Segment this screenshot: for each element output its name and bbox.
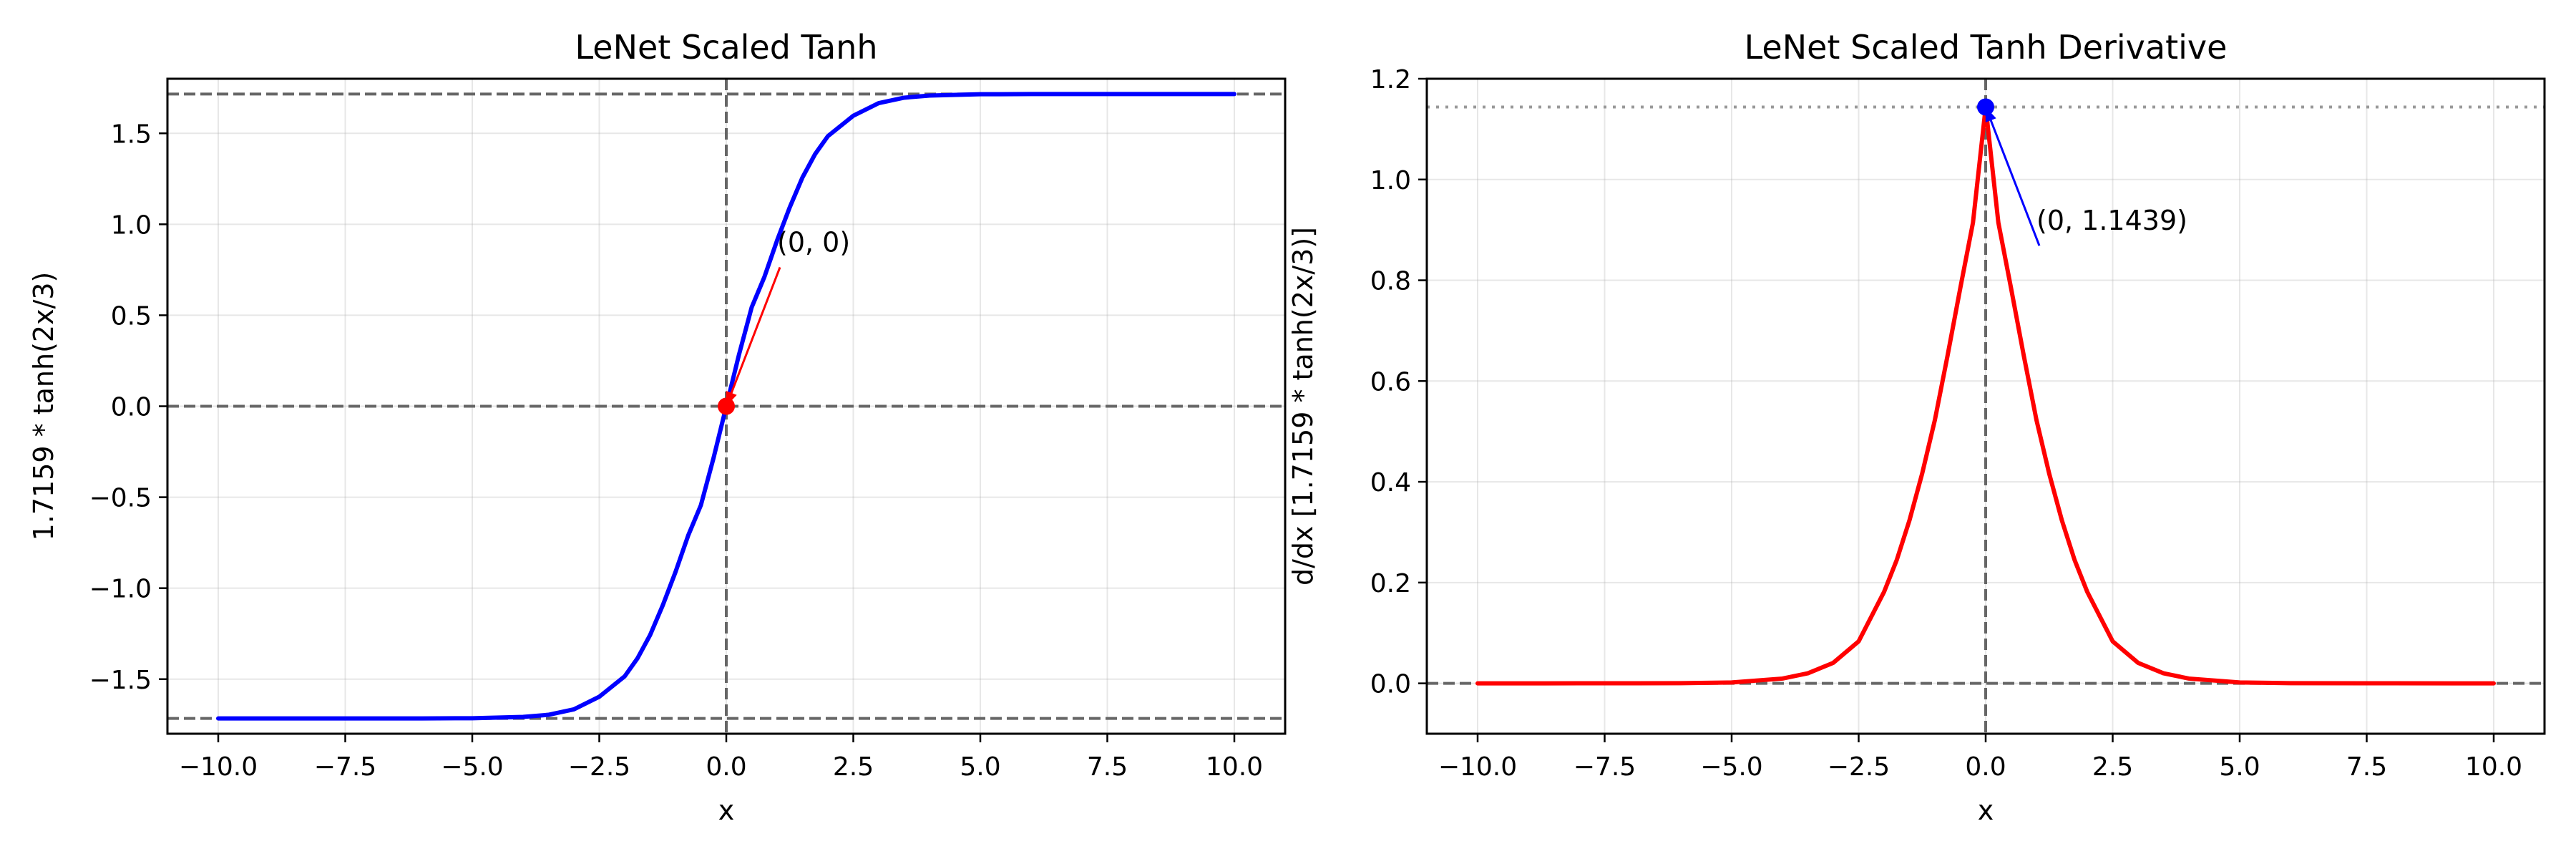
x-tick-label: 0.0 [706, 752, 746, 782]
y-tick-label: 0.5 [111, 301, 152, 331]
y-tick-label: 0.0 [111, 393, 152, 422]
highlight-marker [718, 397, 735, 415]
y-axis-label: 1.7159 * tanh(2x/3) [28, 272, 59, 541]
chart-title: LeNet Scaled Tanh [575, 28, 877, 67]
y-tick-label: −1.5 [89, 666, 152, 695]
x-tick-label: −5.0 [441, 752, 503, 782]
x-tick-label: −2.5 [568, 752, 630, 782]
x-tick-label: 2.5 [833, 752, 874, 782]
y-tick-label: 0.8 [1370, 267, 1411, 296]
highlight-marker [1977, 98, 1994, 116]
chart-panel-2: (0, 1.1439) −10.0 −7.5 −5.0 −2.5 0.0 2.5 5.0 7.5… [1287, 28, 2546, 826]
x-axis-label: x [1978, 795, 1994, 826]
chart-panel-1: (0, 0) −10.0 −7.5 −5.0 −2.5 0.0 2.5 5.0 7.5 10.0 −… [28, 28, 1287, 826]
chart-title: LeNet Scaled Tanh Derivative [1745, 28, 2228, 67]
x-tick-label: 10.0 [2465, 752, 2522, 782]
y-tick-label: 0.4 [1370, 468, 1411, 498]
x-tick-label: 7.5 [1087, 752, 1128, 782]
x-tick-label: 5.0 [2219, 752, 2260, 782]
annotation-arrow [725, 266, 781, 407]
y-tick-label: 0.0 [1370, 670, 1411, 699]
x-tick-label: −2.5 [1828, 752, 1890, 782]
annotation-arrow [1984, 106, 2041, 246]
x-tick-label: 10.0 [1206, 752, 1263, 782]
annotation-label: (0, 0) [777, 226, 850, 258]
x-tick-label: 0.0 [1965, 752, 2006, 782]
x-tick-label: 5.0 [960, 752, 1000, 782]
y-tick-label: 1.0 [111, 210, 152, 240]
y-tick-label: 1.5 [111, 120, 152, 149]
y-tick-label: 0.6 [1370, 367, 1411, 397]
x-tick-label: 2.5 [2092, 752, 2133, 782]
x-tick-label: −10.0 [1438, 752, 1517, 782]
y-tick-label: −1.0 [89, 575, 152, 604]
x-tick-label: −10.0 [179, 752, 258, 782]
x-tick-label: −7.5 [314, 752, 376, 782]
y-tick-label: 0.2 [1370, 569, 1411, 598]
x-axis-label: x [718, 795, 735, 826]
y-tick-label: −0.5 [89, 484, 152, 513]
y-axis-label: d/dx [1.7159 * tanh(2x/3)] [1287, 227, 1319, 586]
y-tick-label: 1.0 [1370, 166, 1411, 195]
y-tick-label: 1.2 [1370, 65, 1411, 94]
x-tick-label: −7.5 [1574, 752, 1636, 782]
annotation-label: (0, 1.1439) [2036, 205, 2187, 236]
x-tick-label: −5.0 [1700, 752, 1762, 782]
x-tick-label: 7.5 [2346, 752, 2387, 782]
